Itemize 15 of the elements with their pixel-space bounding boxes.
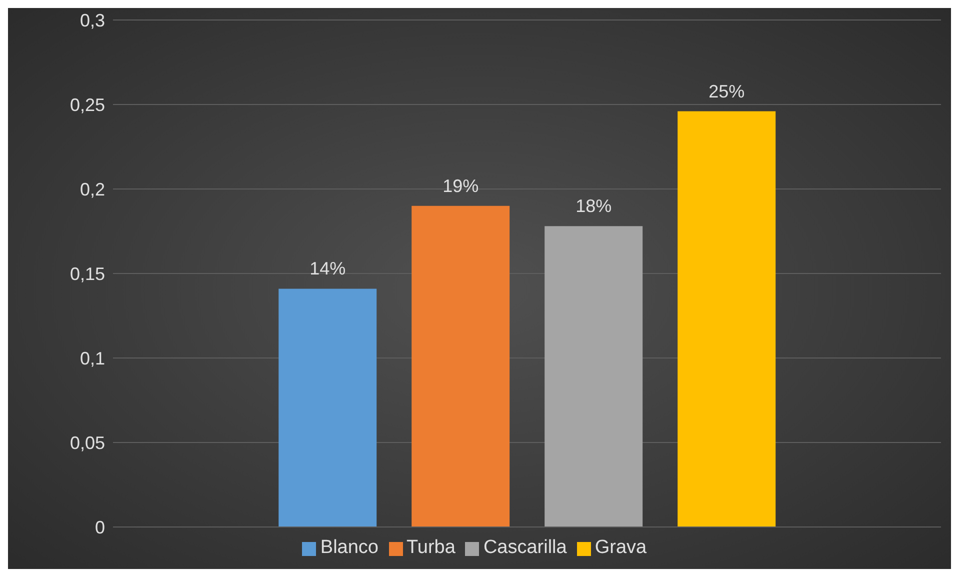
y-tick-label: 0 bbox=[94, 517, 105, 538]
y-tick-label: 0,05 bbox=[70, 432, 105, 453]
legend-label: Turba bbox=[406, 537, 456, 558]
y-tick-label: 0,3 bbox=[80, 10, 105, 30]
legend-label: Grava bbox=[594, 537, 647, 558]
y-tick-label: 0,25 bbox=[70, 94, 105, 115]
legend-label: Blanco bbox=[320, 537, 378, 558]
y-tick-label: 0,15 bbox=[70, 264, 105, 284]
data-label: 19% bbox=[442, 176, 479, 196]
data-label: 18% bbox=[576, 196, 612, 216]
legend-label: Cascarilla bbox=[483, 537, 567, 558]
data-label: 25% bbox=[708, 81, 745, 102]
y-tick-label: 0,2 bbox=[80, 179, 105, 200]
data-label: 14% bbox=[310, 258, 346, 279]
y-tick-label: 0,1 bbox=[80, 348, 105, 368]
